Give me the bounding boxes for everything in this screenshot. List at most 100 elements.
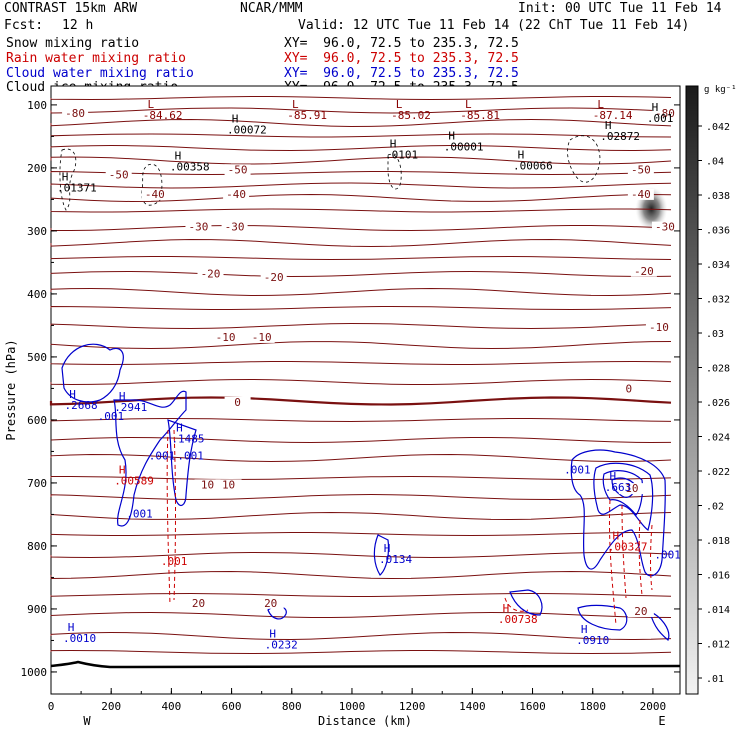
temperature-label-bg <box>627 188 654 200</box>
temperature-label: -20 <box>201 267 221 280</box>
field-name-snow: Snow mixing ratio <box>6 36 140 51</box>
colorbar-tick-label: .024 <box>706 433 730 444</box>
extremum-marker: H <box>119 390 126 403</box>
y-axis-title: Pressure (hPa) <box>4 339 18 440</box>
colorbar-tick-label: .02 <box>706 502 724 513</box>
isotherm-line <box>50 532 672 537</box>
extremum-value: .00738 <box>498 613 538 626</box>
field-xy-snow: XY= 96.0, 72.5 to 235.3, 72.5 <box>284 36 519 51</box>
colorbar-tick-label: .034 <box>706 260 730 271</box>
extremum-marker: H <box>68 621 75 634</box>
colorbar: .042 .04 .038 .036 .034 .032 .03 .028 .026 .024 .0… <box>685 85 737 695</box>
y-tick-label: 800 <box>27 540 47 553</box>
plot-frame <box>50 85 681 695</box>
temperature-label-bg <box>185 221 212 233</box>
isotherm-line <box>50 511 672 521</box>
isotherm-line <box>50 270 672 278</box>
isotherm-line <box>50 551 672 559</box>
extremum-value: .2668 <box>65 399 98 412</box>
rain-contour-900 <box>504 597 529 612</box>
isotherm-line <box>50 305 672 311</box>
isotherm-line <box>50 360 672 366</box>
isotherm-line <box>50 224 672 232</box>
extremum-marker: H <box>609 470 616 483</box>
colorbar-tick-label: .018 <box>706 536 730 547</box>
y-tick-label: 400 <box>27 288 47 301</box>
y-tick-label: 700 <box>27 477 47 490</box>
extremum-marker: H <box>390 138 397 151</box>
extremum-marker: H <box>119 463 126 476</box>
isotherm-line <box>50 378 672 386</box>
valid-time: Valid: 12 UTC Tue 11 Feb 14 (22 ChT Tue … <box>298 18 690 33</box>
colorbar-tick-label: .01 <box>706 674 724 685</box>
temperature-label-bg <box>224 396 251 408</box>
temperature-label: 20 <box>192 597 205 610</box>
y-tick-label: 1000 <box>21 666 48 679</box>
temperature-label-bg <box>248 331 275 343</box>
x-tick-label: 1400 <box>459 700 486 713</box>
extremum-marker: H <box>176 421 183 434</box>
temperature-label-bg <box>651 221 678 233</box>
temperature-label-bg <box>185 597 212 609</box>
temperature-label: -50 <box>631 163 651 176</box>
extremum-marker: L <box>396 98 403 111</box>
contour-label: .001 <box>564 463 591 476</box>
extremum-value: -84.62 <box>143 109 183 122</box>
model-title: CONTRAST 15km ARW <box>4 1 138 16</box>
extremum-value: .0134 <box>379 553 412 566</box>
extremum-marker: H <box>581 623 588 636</box>
temperature-label-bg <box>141 188 168 200</box>
colorbar-tick-label: .022 <box>706 467 730 478</box>
isotherm-line <box>50 436 672 444</box>
temperature-label-bg <box>651 108 678 120</box>
colorbar-tick-label: .026 <box>706 398 730 409</box>
temperature-label-bg <box>215 479 242 491</box>
isotherm-line <box>50 611 672 618</box>
extremum-value: .00358 <box>170 161 210 174</box>
y-tick-label: 900 <box>27 603 47 616</box>
y-tick-label: 200 <box>27 162 47 175</box>
extremum-marker: L <box>597 98 604 111</box>
isotherm-line <box>50 322 672 330</box>
extremum-value: .00066 <box>513 159 553 172</box>
rain-contour-east-3 <box>638 519 643 596</box>
colorbar-tick-label: .036 <box>706 226 730 237</box>
temperature-label: -80 <box>655 107 675 120</box>
extremum-value: -85.81 <box>460 109 500 122</box>
isotherm-line <box>50 493 672 501</box>
colorbar-tick-label: .012 <box>706 640 730 651</box>
x-tick-label: 2000 <box>640 700 667 713</box>
temperature-label: -30 <box>655 221 675 234</box>
contour-label: .001 <box>149 450 176 463</box>
y-tick-label: 500 <box>27 351 47 364</box>
cloud-contour-far-east <box>649 611 670 641</box>
isotherm-line <box>50 208 672 213</box>
temperature-label: 10 <box>201 478 214 491</box>
x-tick-label: 600 <box>222 700 242 713</box>
isotherm-line <box>50 238 672 248</box>
isotherm-line <box>50 182 672 189</box>
extremum-value: .02872 <box>600 130 640 143</box>
field-name-cloud-water: Cloud water mixing ratio <box>6 66 194 81</box>
cloud-contour-900 <box>509 589 543 616</box>
extremum-value: -87.14 <box>593 109 633 122</box>
temperature-label-bg <box>645 321 672 333</box>
isotherm-line <box>50 417 672 423</box>
temperature-label: -50 <box>228 163 248 176</box>
temperature-label: -80 <box>65 107 85 120</box>
x-tick-label: 1600 <box>519 700 546 713</box>
temperature-label-bg <box>627 605 654 617</box>
x-tick-label: 1200 <box>399 700 426 713</box>
extremum-marker: L <box>147 98 154 111</box>
x-axis-title: Distance (km) <box>318 714 412 728</box>
temperature-label: 0 <box>234 396 241 409</box>
extremum-marker: L <box>465 98 472 111</box>
temperature-label: -10 <box>216 331 236 344</box>
isotherm-line <box>50 96 672 101</box>
colorbar-tick-label: .03 <box>706 329 724 340</box>
extremum-marker: L <box>292 98 299 111</box>
extremum-value: .001 <box>647 112 674 125</box>
isotherm-line <box>50 475 672 481</box>
temperature-label: -10 <box>252 331 272 344</box>
